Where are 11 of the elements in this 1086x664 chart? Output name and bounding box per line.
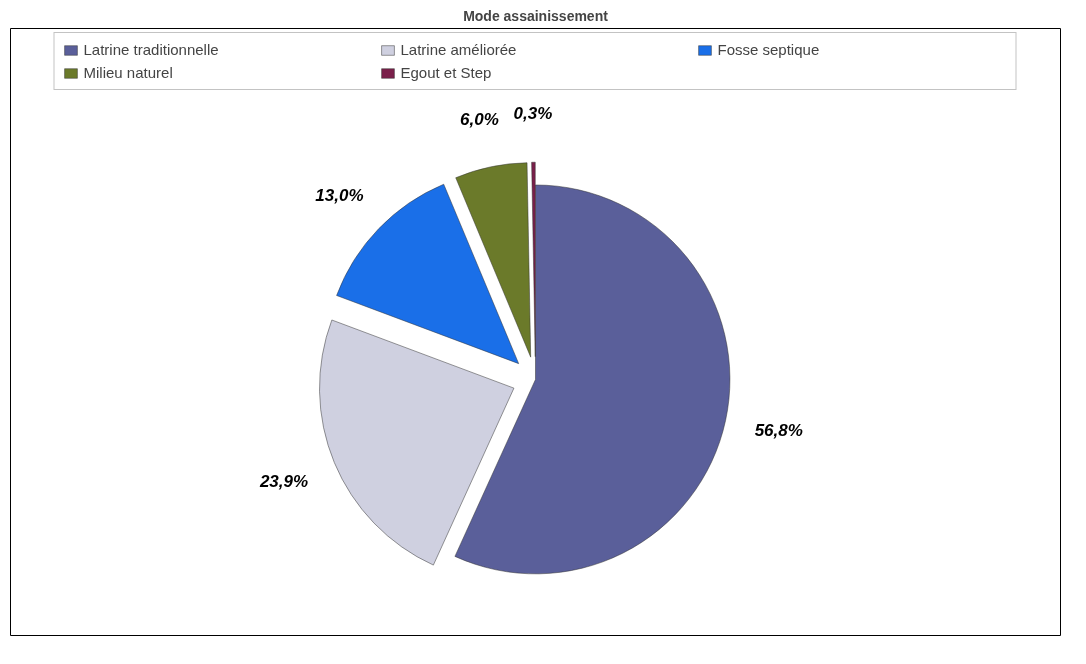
data-label: 23,9% [258, 471, 309, 491]
data-label: 6,0% [460, 110, 499, 130]
legend-label: Egout et Step [400, 64, 493, 81]
data-label: 13,0% [315, 185, 364, 205]
data-label: 0,3% [513, 104, 553, 124]
legend-label: Latrine améliorée [400, 41, 518, 58]
data-label: 56,8% [754, 421, 803, 441]
legend-label: Milieu naturel [83, 64, 174, 81]
legend-label: Fosse septique [717, 41, 821, 58]
chart-title: Mode assainissement [463, 7, 609, 24]
legend-label: Latrine traditionnelle [83, 41, 220, 58]
